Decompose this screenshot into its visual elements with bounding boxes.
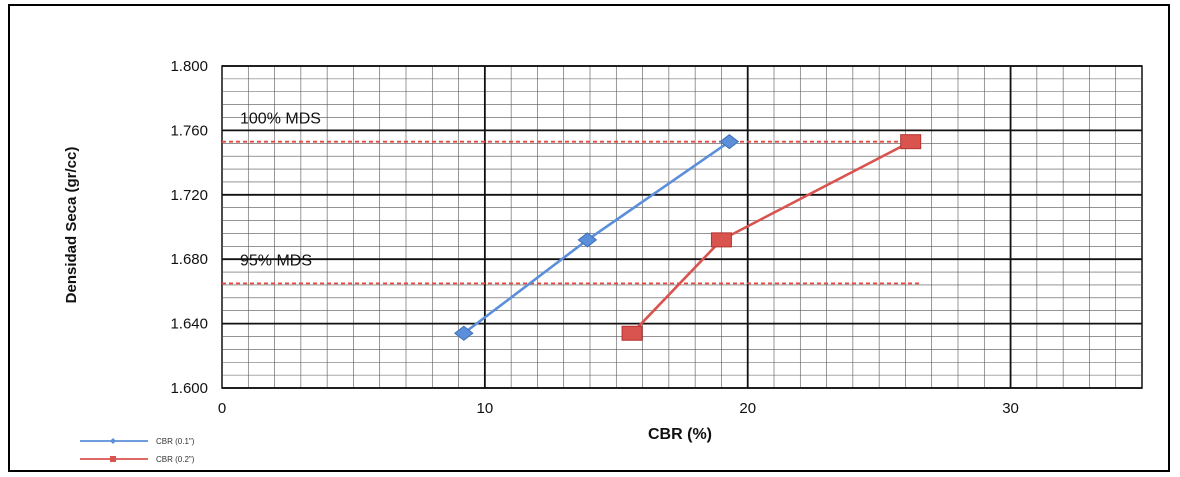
x-axis-title: CBR (%) <box>648 426 712 443</box>
legend-label: CBR (0.2") <box>156 455 195 464</box>
y-tick-label: 1.720 <box>170 187 208 204</box>
series-layer <box>454 134 922 341</box>
y-tick-label: 1.680 <box>170 251 208 268</box>
reference-lines: 100% MDS 95% MDS <box>222 111 920 285</box>
data-point-square <box>710 232 732 248</box>
y-tick-label: 1.640 <box>170 316 208 333</box>
x-tick-label: 30 <box>1002 400 1019 417</box>
x-tick-labels: 0 10 20 30 <box>218 400 1019 417</box>
legend-marker <box>110 438 116 444</box>
data-point-square <box>621 325 643 341</box>
data-point-square <box>900 134 922 150</box>
plot-border <box>221 65 1143 389</box>
x-tick-label: 10 <box>477 400 494 417</box>
reference-line-label: 95% MDS <box>240 252 312 269</box>
y-tick-label: 1.800 <box>170 58 208 75</box>
legend-marker <box>110 456 116 462</box>
data-point-diamond <box>454 325 474 341</box>
y-tick-label: 1.760 <box>170 122 208 139</box>
data-point-diamond <box>577 232 598 248</box>
x-tick-label: 0 <box>218 400 226 417</box>
reference-line-label: 100% MDS <box>240 111 321 128</box>
legend-label: CBR (0.1") <box>156 437 195 446</box>
x-tick-label: 20 <box>739 400 756 417</box>
major-gridlines <box>222 65 1142 389</box>
legend: CBR (0.1") CBR (0.2") <box>80 437 195 464</box>
plot-area <box>221 65 1143 389</box>
y-tick-label: 1.600 <box>170 380 208 397</box>
y-axis-title: Densidad Seca (gr/cc) <box>63 147 80 304</box>
minor-gridlines <box>222 66 1142 388</box>
data-point-diamond <box>719 134 740 150</box>
y-tick-labels: 1.600 1.640 1.680 1.720 1.760 1.800 <box>170 58 208 397</box>
